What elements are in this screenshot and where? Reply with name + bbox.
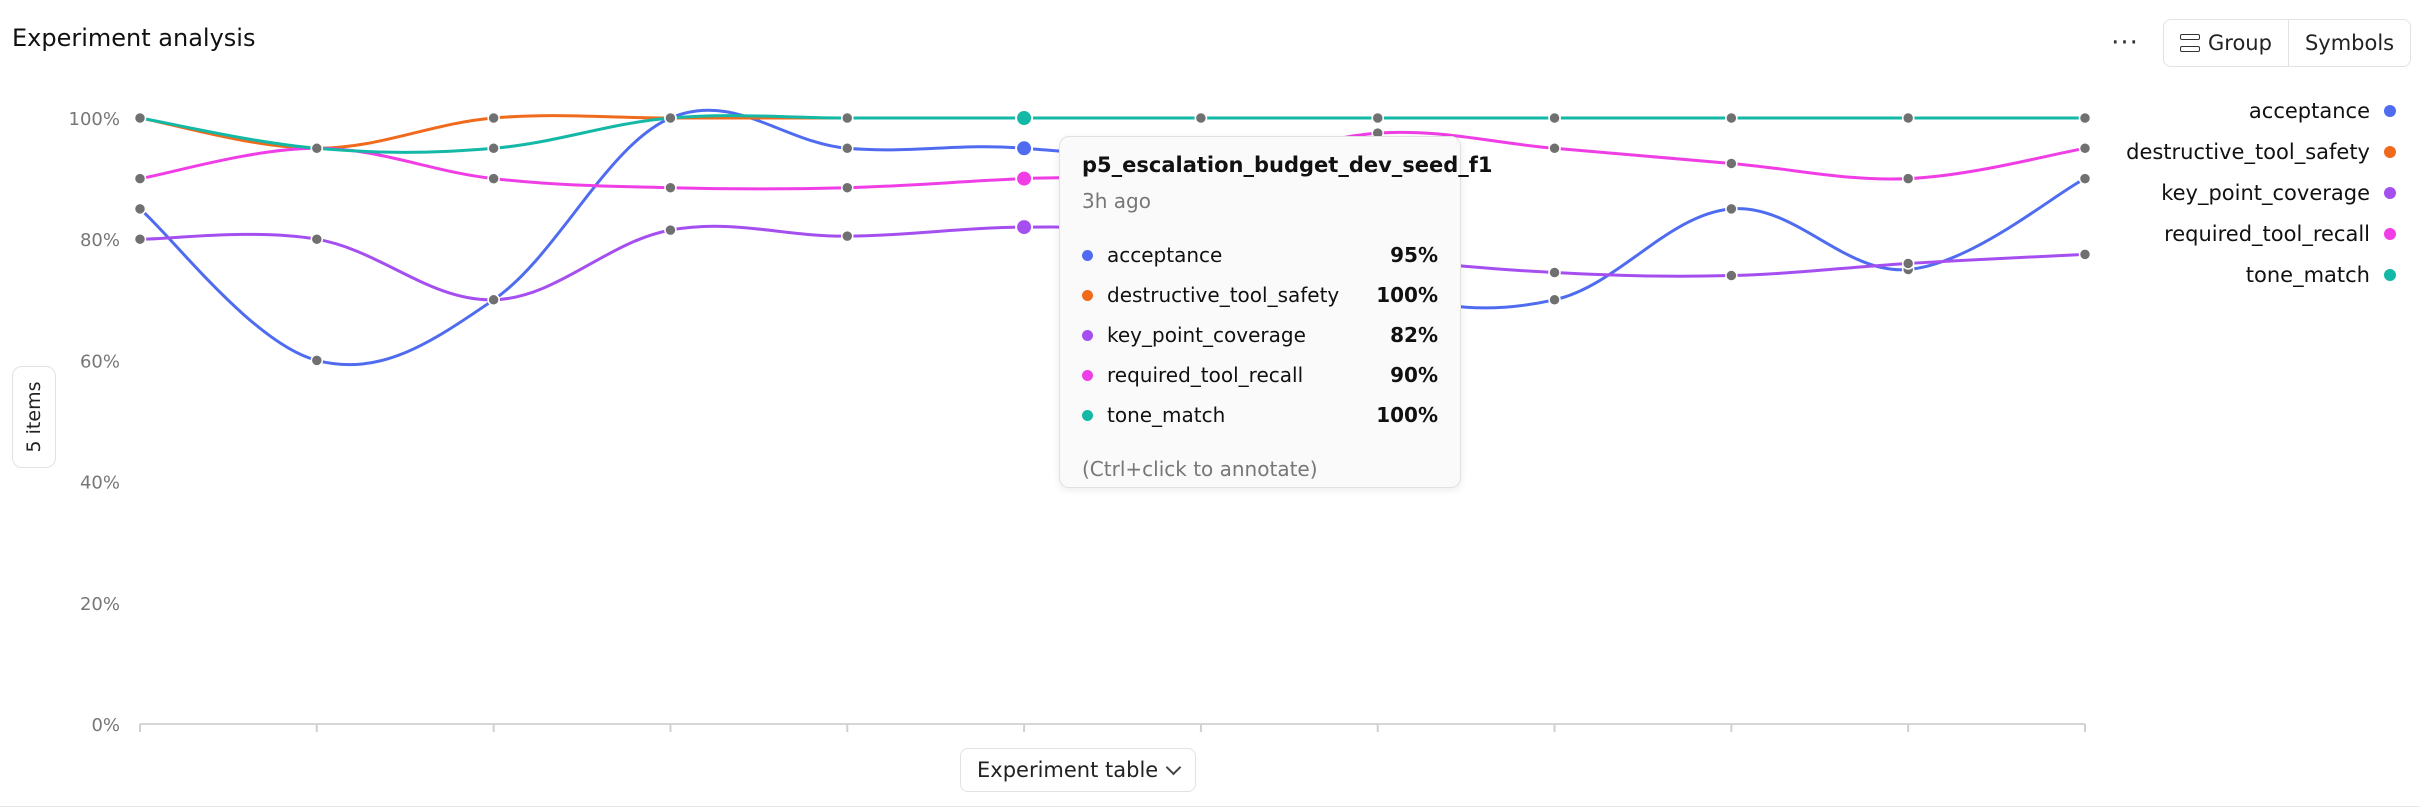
data-point <box>1725 157 1738 170</box>
tooltip-series-value: 90% <box>1390 363 1438 387</box>
chart-tooltip: p5_escalation_budget_dev_seed_f1 3h ago … <box>1059 136 1493 488</box>
tooltip-hint: (Ctrl+click to annotate) <box>1082 457 1318 481</box>
data-point <box>1371 111 1384 125</box>
data-point <box>133 232 147 246</box>
symbols-button-label: Symbols <box>2304 31 2395 55</box>
data-point <box>310 232 324 246</box>
legend-dot-icon <box>2384 186 2396 199</box>
data-point <box>133 202 147 216</box>
data-point <box>1901 172 1915 185</box>
group-icon <box>2180 34 2200 52</box>
legend-dot-icon <box>2384 145 2396 158</box>
data-point <box>1901 257 1915 270</box>
data-point <box>841 111 854 125</box>
group-button[interactable]: Group <box>2164 20 2288 66</box>
series-dot-icon <box>1082 329 1093 341</box>
legend-label: acceptance <box>2248 98 2370 123</box>
tooltip-series-name: key_point_coverage <box>1107 323 1306 347</box>
tooltip-row: required_tool_recall 90% <box>1082 355 1438 395</box>
data-point <box>2078 142 2092 155</box>
data-point-highlight <box>1015 109 1034 127</box>
tooltip-series-value: 100% <box>1376 403 1438 427</box>
data-point <box>1548 142 1561 155</box>
legend-dot-icon <box>2384 268 2396 281</box>
series-dot-icon <box>1082 289 1093 301</box>
legend-item[interactable]: key_point_coverage <box>2126 172 2396 213</box>
experiment-table-dropdown[interactable]: Experiment table <box>960 748 1197 792</box>
data-point <box>487 172 500 185</box>
tooltip-row: acceptance 95% <box>1082 235 1438 275</box>
data-point <box>664 223 677 237</box>
data-point-highlight <box>1015 169 1034 188</box>
data-point <box>1194 111 1208 125</box>
data-point <box>664 181 677 194</box>
y-tick-label: 60% <box>80 351 120 372</box>
divider <box>0 806 2420 807</box>
data-point <box>1901 111 1915 125</box>
y-tick-label: 40% <box>80 473 120 494</box>
data-point <box>841 229 854 243</box>
symbols-button[interactable]: Symbols <box>2287 20 2410 66</box>
view-toggle-group: Group Symbols <box>2163 19 2412 67</box>
legend-item[interactable]: destructive_tool_safety <box>2126 131 2396 172</box>
data-point <box>841 142 854 155</box>
data-point <box>664 111 677 125</box>
tooltip-series-value: 100% <box>1376 283 1438 307</box>
legend-dot-icon <box>2384 104 2396 117</box>
y-tick-label: 100% <box>69 109 120 130</box>
data-point <box>133 172 147 185</box>
experiment-table-label: Experiment table <box>977 758 1159 782</box>
group-button-label: Group <box>2208 31 2272 55</box>
legend-item[interactable]: required_tool_recall <box>2126 213 2396 254</box>
tooltip-timestamp: 3h ago <box>1082 189 1151 213</box>
tooltip-series-name: acceptance <box>1107 243 1223 267</box>
series-line-tone_match <box>139 114 2085 154</box>
items-count-pill[interactable]: 5 items <box>12 366 56 468</box>
tooltip-row: key_point_coverage 82% <box>1082 315 1438 355</box>
chart-legend: acceptance destructive_tool_safety key_poi… <box>2126 90 2396 295</box>
data-point <box>1548 293 1561 307</box>
tooltip-title: p5_escalation_budget_dev_seed_f1 <box>1082 153 1493 177</box>
data-point <box>2078 248 2092 261</box>
tooltip-series-name: destructive_tool_safety <box>1107 283 1340 307</box>
series-dot-icon <box>1082 409 1093 421</box>
data-point <box>133 111 147 125</box>
data-point <box>841 181 854 194</box>
data-point-highlight <box>1015 139 1034 158</box>
data-point <box>1725 111 1738 125</box>
legend-item[interactable]: tone_match <box>2126 254 2396 295</box>
data-point <box>1725 269 1738 282</box>
legend-label: destructive_tool_safety <box>2126 139 2370 164</box>
series-dot-icon <box>1082 369 1093 381</box>
tooltip-series-name: required_tool_recall <box>1107 363 1304 387</box>
data-point <box>487 111 500 125</box>
data-point <box>1548 266 1561 279</box>
data-point <box>487 142 500 155</box>
legend-item[interactable]: acceptance <box>2126 90 2396 131</box>
y-tick-label: 20% <box>80 594 120 615</box>
tooltip-row: tone_match 100% <box>1082 395 1438 435</box>
y-tick-label: 80% <box>80 230 120 251</box>
data-point <box>487 293 500 307</box>
chevron-down-icon <box>1165 759 1182 776</box>
data-point <box>310 354 324 367</box>
data-point <box>2078 111 2092 125</box>
legend-label: tone_match <box>2245 262 2370 287</box>
more-options-button[interactable]: ··· <box>2111 28 2139 58</box>
y-tick-label: 0% <box>91 715 120 736</box>
tooltip-series-name: tone_match <box>1107 403 1226 427</box>
data-point <box>2078 172 2092 185</box>
series-dot-icon <box>1082 249 1093 261</box>
tooltip-series-value: 82% <box>1390 323 1438 347</box>
legend-dot-icon <box>2384 227 2396 240</box>
tooltip-row: destructive_tool_safety 100% <box>1082 275 1438 315</box>
legend-label: key_point_coverage <box>2161 180 2370 205</box>
legend-label: required_tool_recall <box>2164 221 2370 246</box>
data-point <box>1548 111 1561 125</box>
data-point <box>1725 202 1738 216</box>
tooltip-series-value: 95% <box>1390 243 1438 267</box>
data-point <box>310 142 324 155</box>
data-point-highlight <box>1015 218 1034 237</box>
page-title: Experiment analysis <box>12 24 256 52</box>
